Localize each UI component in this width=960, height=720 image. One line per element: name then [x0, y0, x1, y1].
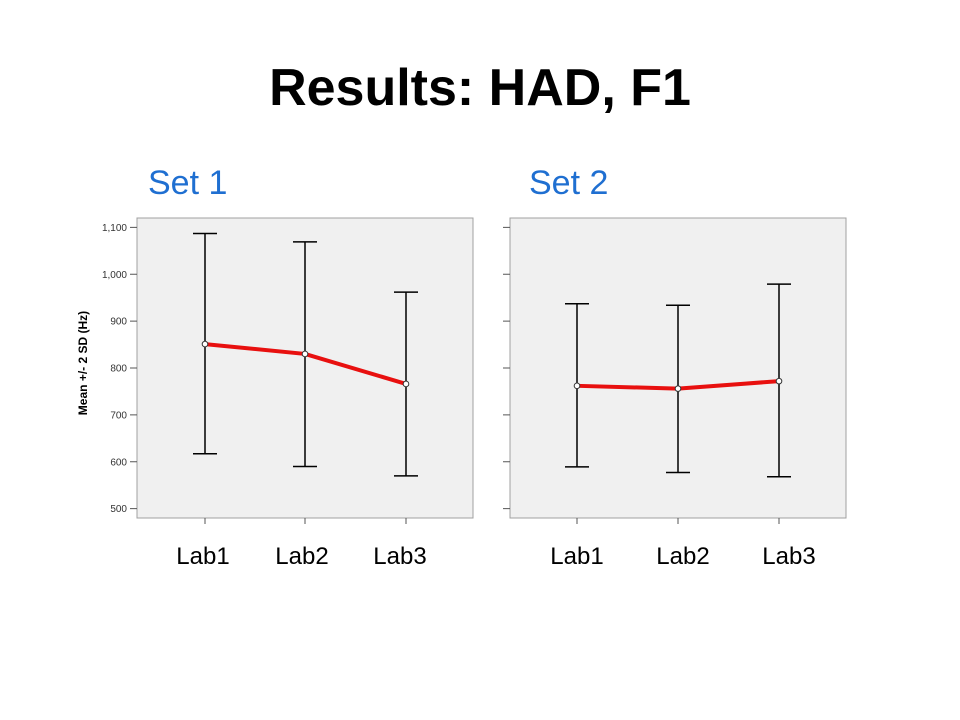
category-label-lab2: Lab2 [275, 543, 328, 570]
y-tick-label: 900 [110, 317, 127, 328]
mean-point-lab3 [775, 377, 783, 385]
panel-title-set-2: Set 2 [529, 164, 609, 202]
y-tick-label: 500 [110, 504, 127, 515]
y-tick-label: 700 [110, 410, 127, 421]
mean-point-lab2 [301, 350, 309, 358]
y-tick-label: 1,000 [102, 270, 127, 281]
category-label-lab1: Lab1 [176, 543, 229, 570]
category-label-lab1: Lab1 [550, 543, 603, 570]
mean-point-lab1 [573, 382, 581, 390]
chart-set-1: 500 600 700 800 900 1,000 1,100 Lab1 Lab2 Lab3 Mea… [76, 217, 474, 570]
mean-point-lab3 [402, 380, 410, 388]
slide-title: Results: HAD, F1 [269, 59, 691, 117]
chart-set-2: Lab1 Lab2 Lab3 [503, 217, 847, 570]
category-label-lab2: Lab2 [656, 543, 709, 570]
y-tick-label: 1,100 [102, 223, 127, 234]
category-label-lab3: Lab3 [373, 543, 426, 570]
mean-point-lab2 [674, 385, 682, 392]
y-tick-label: 800 [110, 364, 127, 375]
y-axis-label: Mean +/- 2 SD (Hz) [76, 311, 90, 415]
panel-title-set-1: Set 1 [148, 164, 228, 202]
y-tick-label: 600 [110, 457, 127, 468]
category-label-lab3: Lab3 [762, 543, 815, 570]
mean-point-lab1 [201, 340, 209, 348]
